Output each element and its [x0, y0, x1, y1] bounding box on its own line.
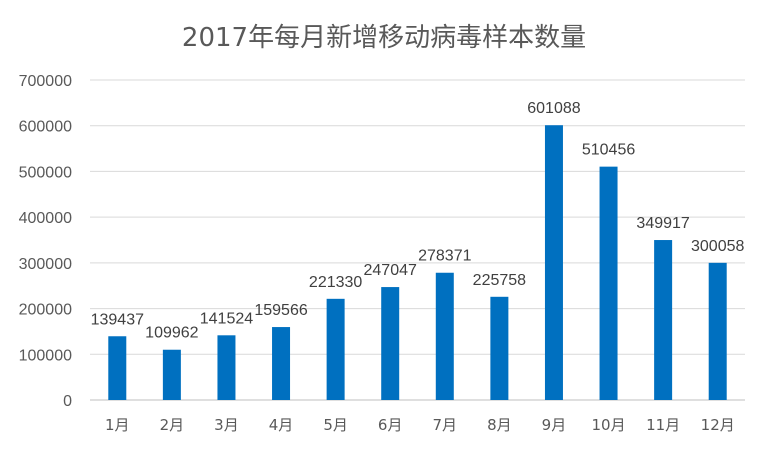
- bar-6: [381, 287, 400, 400]
- data-label: 278371: [418, 248, 471, 265]
- bar-3: [217, 335, 236, 400]
- bar-7: [435, 272, 454, 400]
- chart-title: 2017年每月新增移动病毒样本数量: [182, 23, 586, 53]
- data-label: 601088: [527, 100, 580, 117]
- y-tick-label: 500000: [19, 164, 72, 181]
- data-label: 510456: [582, 142, 635, 159]
- y-tick-label: 200000: [19, 302, 72, 319]
- y-tick-label: 700000: [19, 73, 72, 90]
- data-label: 139437: [91, 311, 144, 328]
- bar-8: [490, 296, 509, 400]
- x-tick-label: 1月: [105, 416, 130, 434]
- x-tick-label: 5月: [323, 416, 348, 434]
- x-tick-label: 2月: [160, 416, 185, 434]
- x-axis-ticks: 1月 2月 3月 4月 5月 6月 7月 8月 9月 10月 11月 12月: [105, 416, 735, 434]
- data-label: 349917: [636, 215, 689, 232]
- gridlines: [90, 79, 745, 355]
- x-tick-label: 7月: [433, 416, 458, 434]
- data-label: 225758: [473, 272, 526, 289]
- bar-12: [708, 262, 727, 400]
- y-tick-label: 300000: [19, 256, 72, 273]
- data-label: 141524: [200, 310, 253, 327]
- data-label: 247047: [364, 262, 417, 279]
- y-tick-label: 600000: [19, 119, 72, 136]
- data-label: 221330: [309, 274, 362, 291]
- bar-10: [599, 166, 618, 400]
- bar-11: [654, 240, 673, 400]
- x-tick-label: 11月: [646, 416, 680, 434]
- data-label: 109962: [145, 325, 198, 342]
- bar-2: [162, 349, 181, 400]
- x-tick-label: 8月: [487, 416, 512, 434]
- x-tick-label: 3月: [214, 416, 239, 434]
- bar-9: [544, 125, 563, 400]
- data-label: 300058: [691, 238, 744, 255]
- bars: [108, 125, 727, 400]
- bar-5: [326, 298, 345, 400]
- x-tick-label: 9月: [542, 416, 567, 434]
- y-tick-label: 400000: [19, 210, 72, 227]
- bar-1: [108, 336, 127, 400]
- y-tick-label: 0: [63, 393, 72, 410]
- y-tick-label: 100000: [19, 347, 72, 364]
- bar-4: [272, 327, 291, 400]
- x-tick-label: 4月: [269, 416, 294, 434]
- x-tick-label: 6月: [378, 416, 403, 434]
- x-tick-label: 12月: [701, 416, 735, 434]
- data-label: 159566: [254, 302, 307, 319]
- x-tick-label: 10月: [591, 416, 625, 434]
- y-axis-ticks: 0 100000 200000 300000 400000 500000 600000 700…: [19, 73, 72, 410]
